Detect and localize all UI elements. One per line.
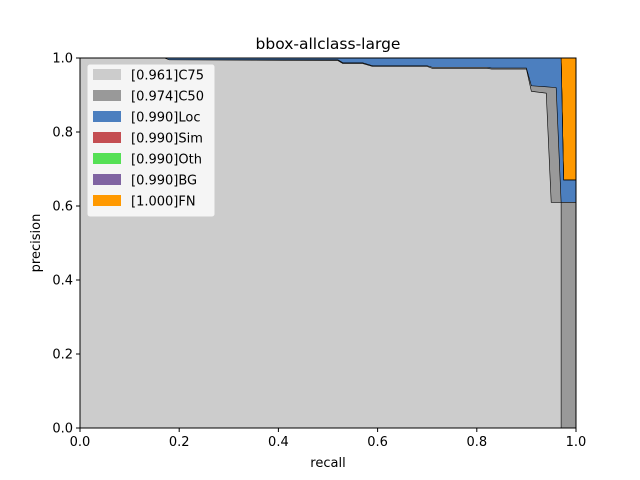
x-tick-label: 0.6 bbox=[367, 435, 388, 450]
x-tick-label: 0.4 bbox=[268, 435, 289, 450]
y-tick-label: 1.0 bbox=[52, 52, 73, 67]
y-tick-label: 0.6 bbox=[52, 200, 73, 215]
x-axis: 0.0 0.2 0.4 0.6 0.8 1.0 bbox=[70, 428, 587, 450]
x-tick-label: 0.2 bbox=[169, 435, 190, 450]
legend-swatch bbox=[93, 195, 121, 206]
legend-entry-label: [0.974]C50 bbox=[131, 90, 204, 105]
chart-title: bbox-allclass-large bbox=[256, 35, 401, 53]
legend-entry-label: [0.990]BG bbox=[131, 174, 197, 189]
y-axis: 0.0 0.2 0.4 0.6 0.8 1.0 bbox=[52, 52, 80, 437]
legend-entry-label: [0.990]Oth bbox=[131, 153, 202, 168]
legend-entry-label: [1.000]FN bbox=[131, 195, 196, 210]
y-tick-label: 0.4 bbox=[52, 274, 73, 289]
y-axis-label: precision bbox=[29, 214, 44, 273]
legend-swatch bbox=[93, 69, 121, 80]
x-tick-label: 0.8 bbox=[466, 435, 487, 450]
legend-swatch bbox=[93, 132, 121, 143]
legend-entry-label: [0.990]Sim bbox=[131, 132, 203, 147]
y-tick-label: 0.0 bbox=[52, 422, 73, 437]
legend-swatch bbox=[93, 153, 121, 164]
legend-swatch bbox=[93, 174, 121, 185]
legend-swatch bbox=[93, 111, 121, 122]
legend-swatch bbox=[93, 90, 121, 101]
legend-entry-label: [0.990]Loc bbox=[131, 111, 200, 126]
y-tick-label: 0.2 bbox=[52, 348, 73, 363]
legend: [0.961]C75 [0.974]C50 [0.990]Loc [0.990]Sim… bbox=[86, 63, 216, 218]
x-axis-label: recall bbox=[310, 456, 345, 471]
y-tick-label: 0.8 bbox=[52, 126, 73, 141]
x-tick-label: 0.0 bbox=[70, 435, 91, 450]
plot-frame bbox=[79, 57, 577, 429]
x-tick-label: 1.0 bbox=[566, 435, 587, 450]
legend-entry-label: [0.961]C75 bbox=[131, 69, 204, 84]
